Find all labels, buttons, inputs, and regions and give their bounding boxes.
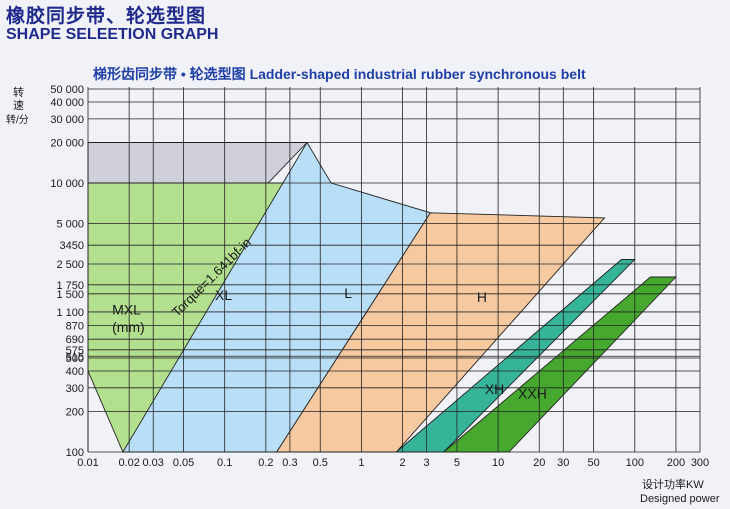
band-label: XH: [485, 381, 504, 397]
page-title-chinese: 橡胶同步带、轮选型图: [6, 6, 207, 27]
y-tick-label: 40 000: [50, 97, 84, 109]
y-tick-label: 200: [66, 407, 84, 419]
y-tick-label: 5 000: [56, 218, 84, 230]
x-tick-label: 0.5: [313, 457, 328, 469]
x-axis-label: Designed power: [640, 493, 720, 505]
y-axis-label: 转: [13, 85, 24, 99]
x-tick-label: 20: [533, 457, 545, 469]
x-tick-label: 0.3: [282, 457, 297, 469]
x-tick-label: 0.01: [77, 457, 98, 469]
x-tick-label: 1: [358, 457, 364, 469]
x-tick-label: 50: [588, 457, 600, 469]
x-tick-label: 300: [691, 457, 709, 469]
y-tick-label: 100: [66, 447, 84, 459]
x-tick-label: 0.2: [258, 457, 273, 469]
y-tick-label: 870: [66, 321, 84, 333]
x-tick-label: 0.02: [118, 457, 139, 469]
y-tick-label: 400: [66, 366, 84, 378]
page-title-english: SHAPE SELEETION GRAPH: [6, 26, 219, 43]
y-tick-label: 1 750: [56, 280, 84, 292]
band-label: H: [477, 289, 487, 305]
y-tick-label: 20 000: [50, 138, 84, 150]
band-label: XL: [215, 287, 232, 303]
band-label: MXL: [112, 302, 141, 318]
x-tick-label: 30: [557, 457, 569, 469]
y-tick-label: 1 500: [56, 289, 84, 301]
x-tick-label: 0.03: [143, 457, 164, 469]
y-axis-label: 速: [13, 99, 24, 112]
y-axis-label: 转/分: [6, 113, 29, 126]
band-label: L: [344, 285, 352, 301]
x-tick-label: 10: [492, 457, 504, 469]
x-tick-label: 2: [399, 457, 405, 469]
x-tick-label: 200: [667, 457, 685, 469]
y-tick-label: 30 000: [50, 114, 84, 126]
y-tick-label: 690: [66, 334, 84, 346]
y-tick-label: 10 000: [50, 178, 84, 190]
x-tick-label: 3: [424, 457, 430, 469]
y-tick-label: 1 100: [56, 307, 84, 319]
y-tick-label: 3450: [60, 240, 84, 252]
x-tick-label: 0.1: [217, 457, 232, 469]
x-tick-label: 100: [626, 457, 644, 469]
y-tick-label: 2 500: [56, 259, 84, 271]
chart-title: 梯形齿同步带 • 轮选型图 Ladder-shaped industrial r…: [93, 66, 586, 82]
y-tick-label: 575: [66, 345, 84, 357]
band-label: XXH: [518, 385, 547, 401]
x-axis-label: 设计功率KW: [642, 477, 704, 491]
x-tick-label: 0.05: [173, 457, 194, 469]
x-tick-label: 5: [454, 457, 460, 469]
y-tick-label: 300: [66, 383, 84, 395]
band-label: (mm): [112, 319, 145, 335]
y-tick-label: 515: [66, 351, 84, 363]
y-tick-label: 500: [66, 353, 84, 365]
y-tick-label: 50 000: [50, 84, 84, 96]
